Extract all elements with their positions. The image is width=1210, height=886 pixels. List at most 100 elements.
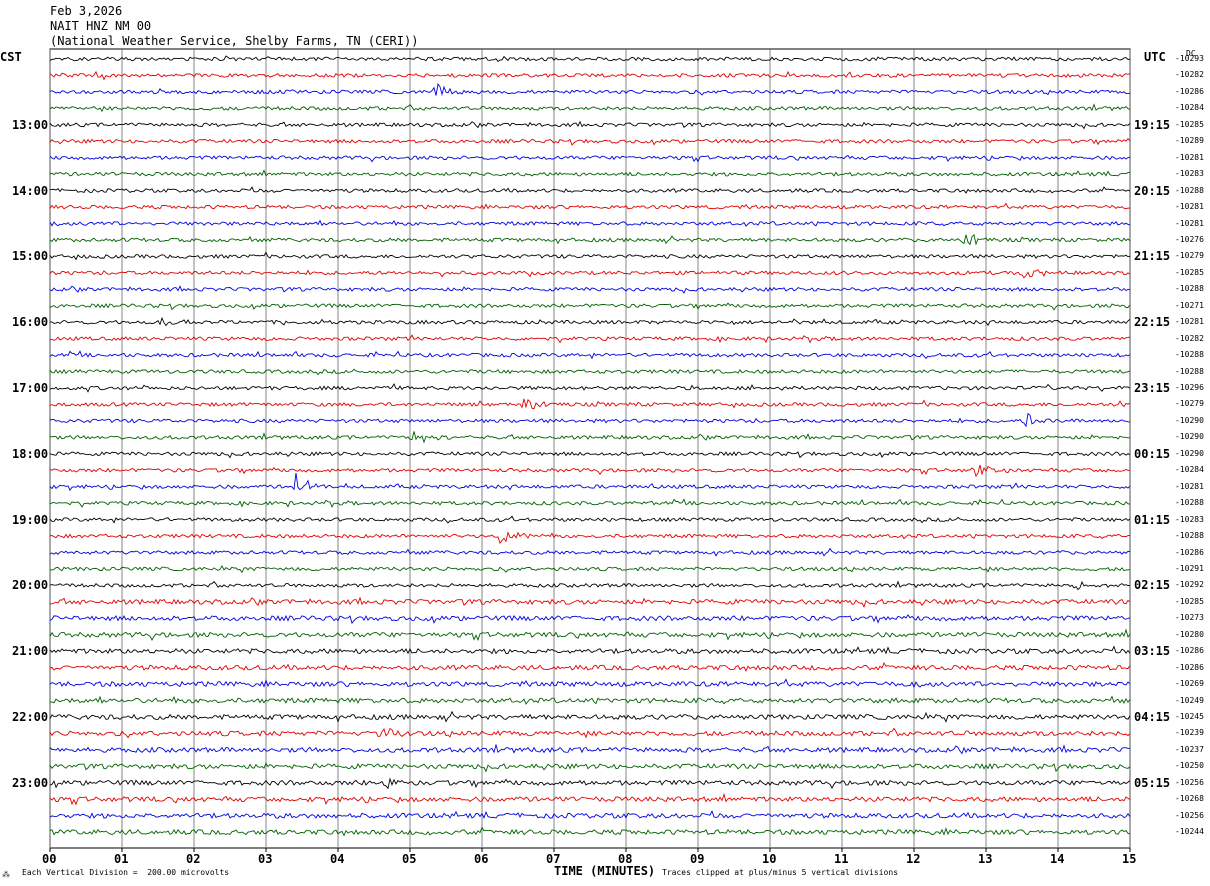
trace-line [49,302,1131,311]
trace-line [49,777,1131,790]
trace-line [49,710,1131,723]
dc-offset-label: -10286 [1175,547,1204,557]
trace-line [49,580,1131,591]
dc-offset-label: -10285 [1175,596,1204,606]
dc-offset-label: -10288 [1175,350,1204,360]
trace-line [49,251,1131,261]
clip-note: Traces clipped at plus/minus 5 vertical … [662,868,899,877]
trace-line [49,412,1131,428]
dc-offset-label: -10291 [1175,563,1204,573]
cst-hour-label: 14:00 [12,183,49,198]
dc-offset-label: -10292 [1175,580,1204,590]
dc-offset-label: -10285 [1175,119,1204,129]
x-tick-label: 05 [402,852,417,866]
left-timezone-label: CST [0,50,22,64]
dc-offset-label: -10239 [1175,728,1204,738]
trace-line [49,792,1131,806]
trace-line [49,645,1131,655]
dc-offset-label: -10286 [1175,646,1204,656]
dc-offset-label: -10284 [1175,103,1204,113]
dc-offset-label: -10281 [1175,152,1204,162]
trace-line [49,451,1131,459]
cst-hour-label: 16:00 [12,315,49,330]
trace-line [49,350,1131,360]
cst-hour-label: 20:00 [12,578,49,593]
trace-line [49,826,1131,837]
plot-frame [49,48,1131,849]
dc-offset-label: -10273 [1175,613,1204,623]
dc-offset-label: -10288 [1175,366,1204,376]
trace-line [49,155,1131,163]
dc-offset-label: -10286 [1175,86,1204,96]
trace-line [49,234,1131,246]
trace-line [49,103,1131,113]
dc-offset-label: -10290 [1175,415,1204,425]
dc-offset-label: -10281 [1175,481,1204,491]
x-tick-label: 15 [1122,852,1137,866]
right-timezone-label: UTC [1144,50,1166,64]
dc-offset-label: -10281 [1175,202,1204,212]
dc-offset-label: -10249 [1175,695,1204,705]
utc-hour-label: 20:15 [1134,183,1171,198]
trace-line [49,810,1131,819]
dc-offset-label: -10290 [1175,432,1204,442]
cst-hour-label: 13:00 [12,117,49,132]
x-axis-title: TIME (MINUTES) [554,864,656,878]
cst-hour-label: 17:00 [12,381,49,395]
trace-line [49,398,1131,410]
header-date: Feb 3,2026 [50,4,123,18]
trace-line [50,334,1131,344]
utc-hour-label: 01:15 [1134,512,1171,527]
dc-offset-label: -10256 [1175,777,1204,787]
dc-offset-label: -10286 [1175,662,1204,672]
header-station: NAIT HNZ NM 00 [50,19,152,33]
trace-line [49,762,1131,773]
cst-hour-label: 23:00 [12,775,49,790]
trace-line [49,564,1131,574]
dc-offset-label: -10281 [1175,317,1204,327]
dc-offset-label: -10288 [1175,531,1204,541]
utc-hour-label: 05:15 [1134,775,1171,790]
trace-line [49,169,1131,177]
trace-line [49,727,1131,739]
trace-line [49,285,1131,294]
dc-offset-label: -10293 [1175,54,1204,63]
trace-line [49,464,1131,478]
x-tick-label: 02 [186,852,201,866]
trace-line [49,219,1131,227]
trace-line [49,120,1131,130]
header-network: (National Weather Service, Shelby Farms,… [50,34,419,48]
dc-offset-label: -10288 [1175,498,1204,508]
trace-line [49,186,1131,194]
trace-line [49,202,1131,210]
trace-line [49,531,1131,544]
cst-hour-label: 19:00 [12,512,49,527]
x-tick-label: 04 [330,852,345,866]
dc-offset-label: -10288 [1175,284,1204,294]
dc-offset-label: -10283 [1175,514,1204,524]
dc-offset-label: -10256 [1175,810,1204,820]
dc-offset-label: -10250 [1175,761,1204,771]
dc-offset-label: -10237 [1175,744,1204,754]
x-tick-label: 01 [114,852,129,866]
dc-offset-label: -10289 [1175,136,1204,146]
dc-offset-label: -10282 [1175,333,1204,343]
trace-line [49,138,1131,146]
trace-line [49,269,1131,279]
x-tick-label: 00 [42,852,57,866]
dc-offset-label: -10244 [1175,827,1204,837]
dc-offset-label: -10284 [1175,465,1204,475]
trace-line [49,678,1131,689]
trace-line [49,498,1131,508]
trace-line [49,368,1131,376]
utc-hour-label: 23:15 [1134,381,1171,395]
trace-line [49,515,1131,524]
dc-offset-label: -10268 [1175,794,1204,804]
trace-line [49,431,1131,444]
utc-hour-label: 21:15 [1134,249,1171,264]
dc-offset-label: -10285 [1175,267,1204,277]
x-tick-label: 09 [690,852,705,866]
dc-offset-label: -10276 [1175,234,1204,244]
trace-line [49,743,1131,755]
